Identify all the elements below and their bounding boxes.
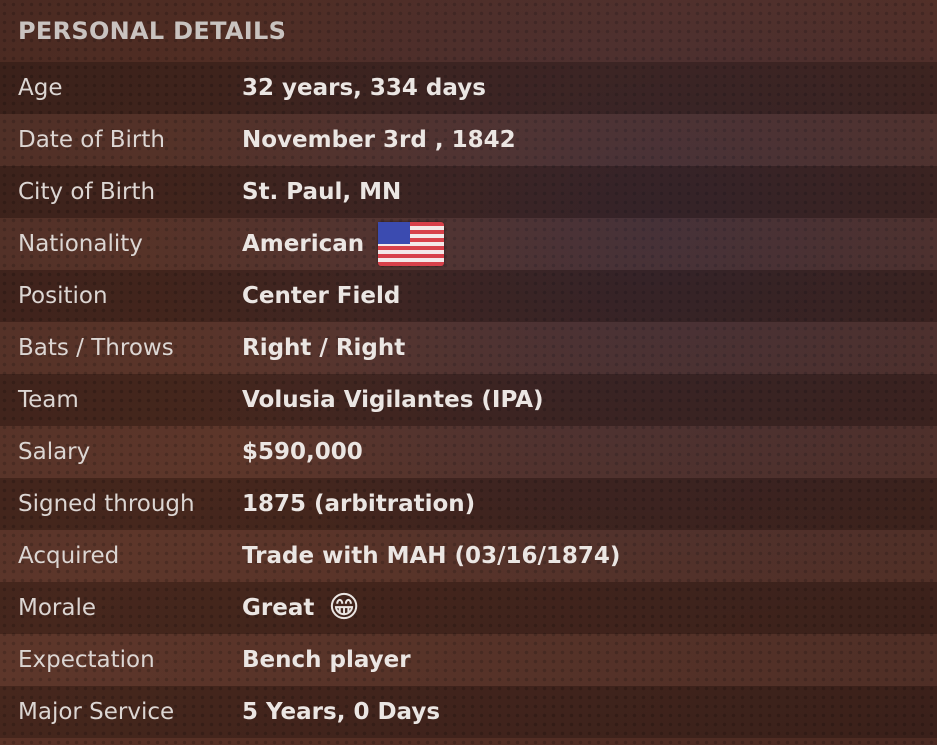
detail-label: Morale: [18, 595, 97, 621]
grinning-face-icon: 😁: [328, 590, 360, 625]
detail-label: Age: [18, 75, 63, 101]
detail-value-wrap: 32 years, 334 days: [242, 75, 486, 101]
detail-value: 1875 (arbitration): [242, 491, 476, 517]
detail-value-wrap: American: [242, 222, 445, 266]
detail-value: November 3rd , 1842: [242, 127, 516, 153]
detail-value: 5 Years, 0 Days: [242, 699, 441, 725]
detail-value-wrap: November 3rd , 1842: [242, 127, 516, 153]
detail-row: Bats / Throws Right / Right: [0, 322, 937, 374]
detail-label: Salary: [18, 439, 91, 465]
detail-value-wrap: Right / Right: [242, 335, 405, 361]
detail-value: Center Field: [242, 283, 401, 309]
detail-label: Date of Birth: [18, 127, 165, 153]
us-flag-icon: [378, 222, 445, 266]
detail-row: Salary $590,000: [0, 426, 937, 478]
detail-label: Nationality: [18, 231, 143, 257]
detail-label: Expectation: [18, 647, 155, 673]
detail-value: 32 years, 334 days: [242, 75, 486, 101]
detail-label: Team: [18, 387, 79, 413]
detail-row: Position Center Field: [0, 270, 937, 322]
detail-row: Date of Birth November 3rd , 1842: [0, 114, 937, 166]
detail-row: Major Service 5 Years, 0 Days: [0, 686, 937, 738]
detail-value-wrap: $590,000: [242, 439, 363, 465]
details-table: Age 32 years, 334 days Date of Birth Novemb…: [0, 62, 937, 738]
detail-value-wrap: Volusia Vigilantes (IPA): [242, 387, 544, 413]
detail-row: Signed through 1875 (arbitration): [0, 478, 937, 530]
detail-value-wrap: Trade with MAH (03/16/1874): [242, 543, 620, 569]
detail-row: Expectation Bench player: [0, 634, 937, 686]
detail-row: Nationality American: [0, 218, 937, 270]
detail-value: Right / Right: [242, 335, 406, 361]
detail-label: Major Service: [18, 699, 175, 725]
detail-row: Team Volusia Vigilantes (IPA): [0, 374, 937, 426]
detail-label: Acquired: [18, 543, 120, 569]
detail-value: American: [242, 231, 365, 257]
detail-label: City of Birth: [18, 179, 156, 205]
detail-value: St. Paul, MN: [242, 179, 402, 205]
detail-row: Age 32 years, 334 days: [0, 62, 937, 114]
detail-row: City of Birth St. Paul, MN: [0, 166, 937, 218]
detail-value-wrap: Great 😁: [242, 593, 360, 623]
detail-label: Signed through: [18, 491, 195, 517]
detail-value: Great: [242, 595, 315, 621]
detail-value-wrap: 1875 (arbitration): [242, 491, 475, 517]
detail-value-wrap: Bench player: [242, 647, 411, 673]
detail-label: Bats / Throws: [18, 335, 174, 361]
detail-label: Position: [18, 283, 108, 309]
detail-value: Trade with MAH (03/16/1874): [242, 543, 621, 569]
section-title: PERSONAL DETAILS: [18, 17, 287, 45]
detail-value: Bench player: [242, 647, 411, 673]
detail-value: Volusia Vigilantes (IPA): [242, 387, 544, 413]
detail-value: $590,000: [242, 439, 363, 465]
detail-value-wrap: St. Paul, MN: [242, 179, 401, 205]
detail-value-wrap: Center Field: [242, 283, 400, 309]
detail-row: Morale Great 😁: [0, 582, 937, 634]
detail-value-wrap: 5 Years, 0 Days: [242, 699, 440, 725]
detail-row: Acquired Trade with MAH (03/16/1874): [0, 530, 937, 582]
